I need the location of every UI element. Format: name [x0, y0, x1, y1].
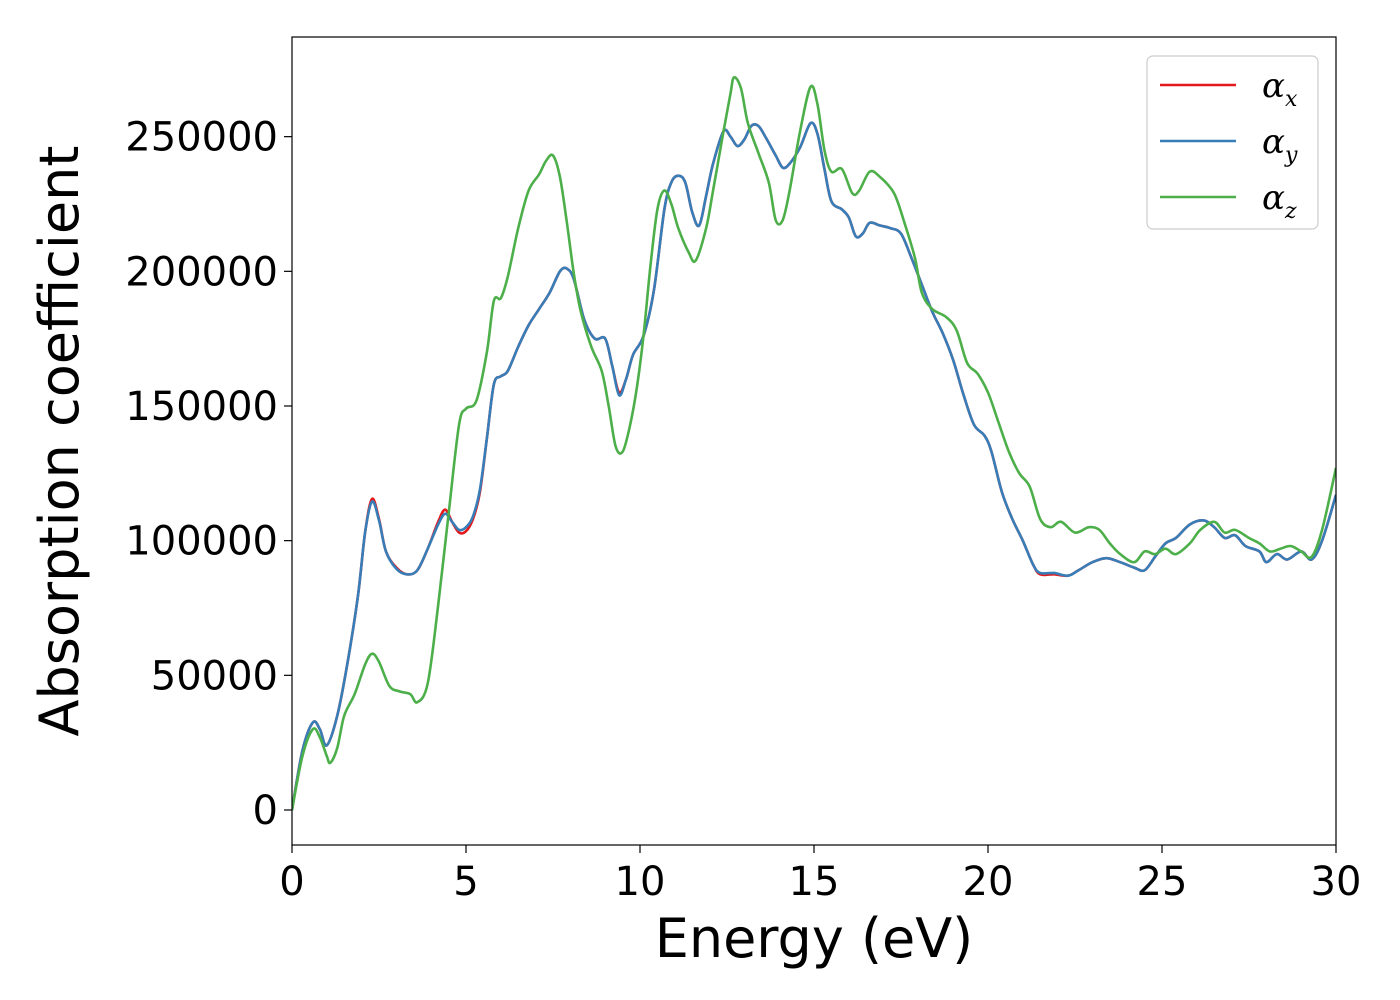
series-line-alpha-z — [292, 76, 1336, 811]
x-tick-label: 30 — [1311, 859, 1362, 905]
y-tick-label: 0 — [253, 788, 278, 834]
x-axis: 0 5 10 15 20 25 30 — [279, 845, 1361, 905]
x-tick-label: 20 — [963, 859, 1014, 905]
x-tick-label: 5 — [453, 859, 478, 905]
legend-box — [1146, 55, 1319, 230]
x-axis-title: Energy (eV) — [655, 907, 974, 970]
y-tick-label: 50000 — [151, 653, 278, 699]
y-axis: 0 50000 100000 150000 200000 250000 — [125, 115, 292, 834]
series-lines — [292, 76, 1336, 811]
y-tick-label: 250000 — [125, 115, 278, 161]
y-tick-label: 100000 — [125, 519, 278, 565]
x-tick-label: 0 — [279, 859, 304, 905]
x-tick-label: 15 — [789, 859, 840, 905]
x-tick-label: 25 — [1137, 859, 1188, 905]
y-axis-title: Absorption coefficient — [28, 146, 91, 737]
y-tick-label: 200000 — [125, 249, 278, 295]
series-line-alpha-y — [292, 121, 1336, 811]
x-tick-label: 10 — [615, 859, 666, 905]
y-tick-label: 150000 — [125, 384, 278, 430]
